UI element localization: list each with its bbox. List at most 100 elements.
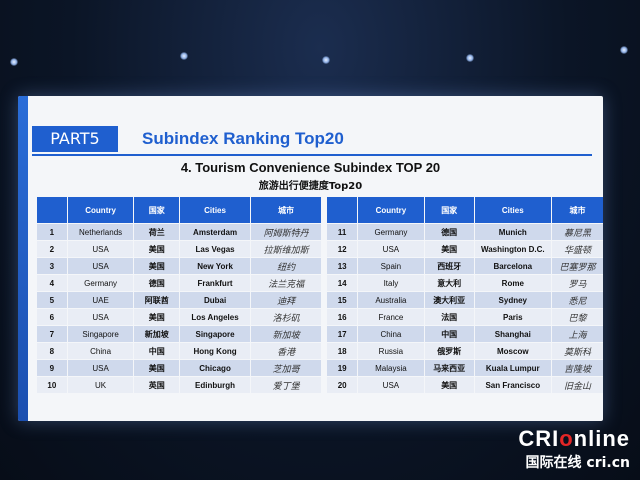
column-gap bbox=[322, 275, 326, 291]
country-cell: Germany bbox=[358, 224, 424, 240]
city-zh-cell: 巴塞罗那 bbox=[551, 258, 603, 274]
rank-header bbox=[327, 197, 358, 223]
city-cell: Las Vegas bbox=[180, 241, 251, 257]
country-zh-cell: 英国 bbox=[134, 377, 180, 393]
table-row: 10 UK 英国 Edinburgh 爱丁堡 20 USA 美国 San Francisco 旧金… bbox=[37, 377, 603, 393]
column-gap bbox=[322, 258, 326, 274]
rank-cell: 15 bbox=[327, 292, 358, 308]
column-gap bbox=[322, 360, 326, 376]
table-row: 6 USA 美国 Los Angeles 洛杉矶 16 France 法国 Paris 巴黎 bbox=[37, 309, 603, 325]
table-row: 7 Singapore 新加坡 Singapore 新加坡 17 China 中国 Shangh… bbox=[37, 326, 603, 342]
city-cell: Moscow bbox=[474, 343, 551, 359]
presentation-screen: PART5 Subindex Ranking Top20 4. Tourism … bbox=[18, 96, 603, 421]
country-cell: USA bbox=[358, 377, 424, 393]
ranking-table-body: 1 Netherlands 荷兰 Amsterdam 阿姆斯特丹 11 Germany 德国 M… bbox=[37, 224, 603, 393]
country-zh-cell: 阿联酋 bbox=[134, 292, 180, 308]
rank-cell: 12 bbox=[327, 241, 358, 257]
country-cell: China bbox=[358, 326, 424, 342]
city-cell: Rome bbox=[474, 275, 551, 291]
rank-cell: 9 bbox=[37, 360, 67, 376]
country-cell: USA bbox=[67, 258, 134, 274]
city-zh-cell: 芝加哥 bbox=[251, 360, 322, 376]
country-zh-cell: 意大利 bbox=[424, 275, 474, 291]
country-zh-cell: 新加坡 bbox=[134, 326, 180, 342]
country-cell: UAE bbox=[67, 292, 134, 308]
country-cell: Spain bbox=[358, 258, 424, 274]
table-row: 9 USA 美国 Chicago 芝加哥 19 Malaysia 马来西亚 Kuala Lump… bbox=[37, 360, 603, 376]
country-zh-cell: 西班牙 bbox=[424, 258, 474, 274]
rank-cell: 4 bbox=[37, 275, 67, 291]
country-cell: UK bbox=[67, 377, 134, 393]
city-cell: Hong Kong bbox=[180, 343, 251, 359]
city-cell: Los Angeles bbox=[180, 309, 251, 325]
city-zh-cell: 慕尼黑 bbox=[551, 224, 603, 240]
country-zh-cell: 澳大利亚 bbox=[424, 292, 474, 308]
column-gap bbox=[322, 224, 326, 240]
rank-cell: 8 bbox=[37, 343, 67, 359]
city-zh-cell: 迪拜 bbox=[251, 292, 322, 308]
city-cell: Kuala Lumpur bbox=[474, 360, 551, 376]
country-zh-header: 国家 bbox=[424, 197, 474, 223]
column-gap bbox=[322, 241, 326, 257]
rank-cell: 17 bbox=[327, 326, 358, 342]
table-title: 4. Tourism Convenience Subindex TOP 20 bbox=[180, 160, 441, 175]
rank-cell: 20 bbox=[327, 377, 358, 393]
table-row: 1 Netherlands 荷兰 Amsterdam 阿姆斯特丹 11 Germany 德国 M… bbox=[37, 224, 603, 240]
rank-cell: 18 bbox=[327, 343, 358, 359]
country-zh-cell: 中国 bbox=[424, 326, 474, 342]
city-cell: Barcelona bbox=[474, 258, 551, 274]
cri-online-watermark: CRIonline 国际在线 cri.cn bbox=[518, 426, 630, 472]
table-row: 5 UAE 阿联酋 Dubai 迪拜 15 Australia 澳大利亚 Sydney 悉尼 bbox=[37, 292, 603, 308]
country-zh-cell: 美国 bbox=[134, 360, 180, 376]
city-zh-cell: 华盛顿 bbox=[551, 241, 603, 257]
column-gap bbox=[322, 309, 326, 325]
country-zh-cell: 美国 bbox=[134, 258, 180, 274]
city-cell: Shanghai bbox=[474, 326, 551, 342]
city-zh-cell: 阿姆斯特丹 bbox=[251, 224, 322, 240]
country-cell: USA bbox=[67, 241, 134, 257]
city-cell: Singapore bbox=[180, 326, 251, 342]
part-badge: PART5 bbox=[32, 126, 118, 152]
rank-cell: 1 bbox=[37, 224, 67, 240]
country-zh-cell: 美国 bbox=[134, 241, 180, 257]
city-cell: Edinburgh bbox=[180, 377, 251, 393]
city-zh-cell: 爱丁堡 bbox=[251, 377, 322, 393]
city-zh-cell: 新加坡 bbox=[251, 326, 322, 342]
city-header: Cities bbox=[180, 197, 251, 223]
city-cell: Paris bbox=[474, 309, 551, 325]
country-cell: USA bbox=[358, 241, 424, 257]
rank-cell: 11 bbox=[327, 224, 358, 240]
country-cell: Netherlands bbox=[67, 224, 134, 240]
city-cell: San Francisco bbox=[474, 377, 551, 393]
country-zh-cell: 俄罗斯 bbox=[424, 343, 474, 359]
country-header: Country bbox=[358, 197, 424, 223]
rank-cell: 5 bbox=[37, 292, 67, 308]
table-row: 2 USA 美国 Las Vegas 拉斯维加斯 12 USA 美国 Washington D.… bbox=[37, 241, 603, 257]
city-cell: Sydney bbox=[474, 292, 551, 308]
column-gap bbox=[322, 292, 326, 308]
ceiling-light bbox=[322, 56, 330, 64]
country-cell: Italy bbox=[358, 275, 424, 291]
country-zh-header: 国家 bbox=[134, 197, 180, 223]
country-cell: China bbox=[67, 343, 134, 359]
city-cell: Frankfurt bbox=[180, 275, 251, 291]
city-zh-cell: 纽约 bbox=[251, 258, 322, 274]
city-zh-cell: 罗马 bbox=[551, 275, 603, 291]
city-zh-cell: 悉尼 bbox=[551, 292, 603, 308]
country-zh-cell: 荷兰 bbox=[134, 224, 180, 240]
city-cell: Chicago bbox=[180, 360, 251, 376]
city-zh-cell: 吉隆坡 bbox=[551, 360, 603, 376]
city-cell: Washington D.C. bbox=[474, 241, 551, 257]
column-gap bbox=[322, 377, 326, 393]
column-gap bbox=[322, 343, 326, 359]
table-row: 8 China 中国 Hong Kong 香港 18 Russia 俄罗斯 Moscow 莫斯科 bbox=[37, 343, 603, 359]
country-zh-cell: 美国 bbox=[134, 309, 180, 325]
rank-header bbox=[37, 197, 67, 223]
city-zh-cell: 莫斯科 bbox=[551, 343, 603, 359]
table-subtitle: 旅游出行便捷度Top20 bbox=[258, 181, 363, 192]
table-header-row: Country 国家 Cities 城市 Country 国家 Cities 城… bbox=[37, 197, 603, 223]
country-zh-cell: 美国 bbox=[424, 241, 474, 257]
country-header: Country bbox=[67, 197, 134, 223]
table-row: 3 USA 美国 New York 纽约 13 Spain 西班牙 Barcelona 巴塞罗那 bbox=[37, 258, 603, 274]
city-zh-cell: 洛杉矶 bbox=[251, 309, 322, 325]
